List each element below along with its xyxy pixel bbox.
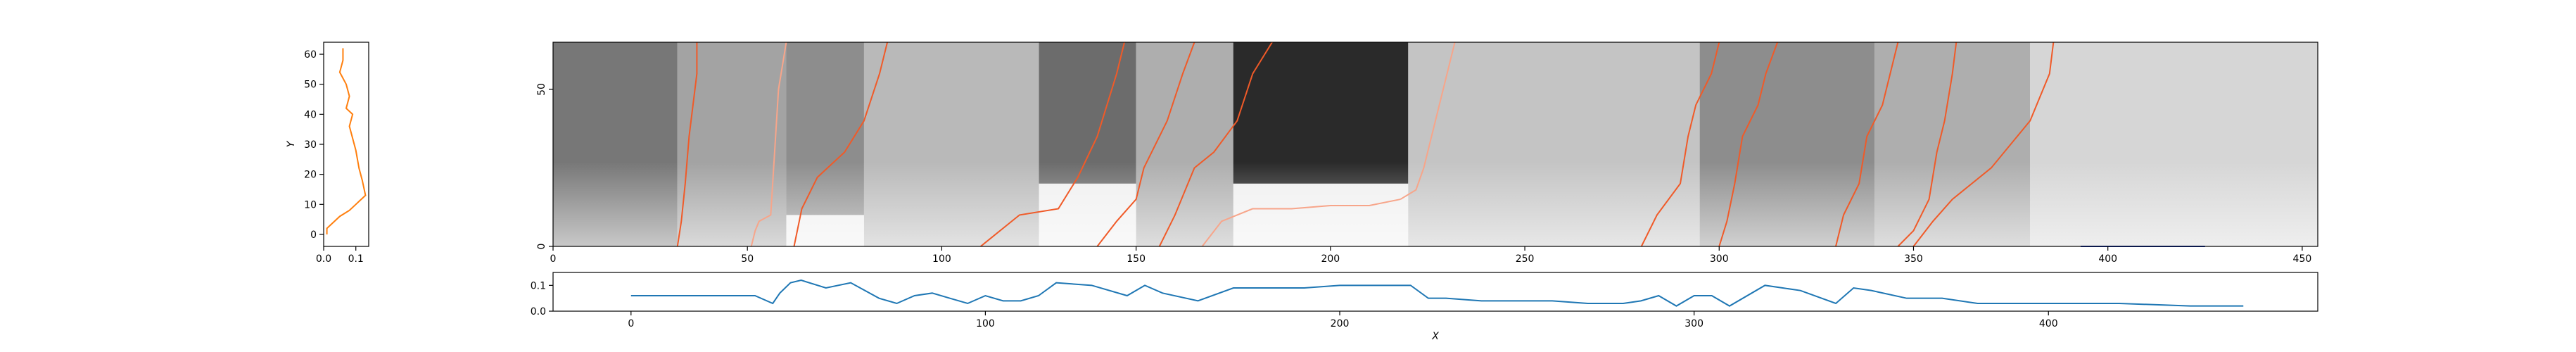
heatmap-x-tick-label: 350 [1904,253,1923,265]
left-profile-y-label: Y [286,140,297,147]
bottom-profile-x-ticks: 0 100 200 300 400 [628,311,2058,329]
heatmap-x-tick-label: 300 [1710,253,1729,265]
heatmap-bottom-fade [553,162,2318,246]
heatmap-path-line [750,42,787,246]
heatmap-x-tick-label: 450 [2293,253,2312,265]
bottom-x-tick-label: 400 [2039,318,2058,329]
heatmap-x-tick-label: 200 [1321,253,1340,265]
heatmap-x-tick-label: 400 [2098,253,2117,265]
left-profile-y-ticks: 0 10 20 30 40 50 60 [304,49,324,241]
left-x-tick-label: 0.0 [316,253,331,265]
heatmap-path-line [1640,42,1720,246]
heatmap-block [1039,42,1136,184]
heatmap-path-line [1201,199,1401,246]
heatmap-x-tick-label: 0 [550,253,557,265]
heatmap-y-tick-label: 50 [536,83,547,96]
bottom-profile-frame [552,272,2318,312]
bottom-x-tick-label: 300 [1684,318,1703,329]
heatmap-path-line [1718,42,1779,246]
bottom-x-tick-label: 100 [976,318,995,329]
left-y-tick-label: 30 [304,139,317,151]
heatmap-path-line [980,42,1126,246]
heatmap-panel: 0 50 100 150 200 250 300 350 400 450 0 50 [536,42,2318,265]
left-y-tick-label: 10 [304,199,317,210]
bottom-y-tick-label: 0.1 [531,280,546,291]
heatmap-block [1233,42,1409,184]
bottom-profile-y-ticks: 0.0 0.1 [531,280,553,318]
heatmap-path-line [1096,42,1195,246]
bottom-profile-x-label: X [1431,331,1439,342]
left-profile-frame [323,42,369,247]
left-profile-plot [326,48,367,234]
left-x-tick-label: 0.1 [348,253,364,265]
heatmap-path-line [676,42,698,246]
heatmap-path-line [1897,42,1958,246]
heatmap-y-ticks: 0 50 [536,83,553,249]
left-y-tick-label: 40 [304,109,317,120]
left-y-tick-label: 60 [304,49,317,61]
heatmap-paths [676,42,2055,246]
left-y-tick-label: 0 [310,230,317,241]
heatmap-path-line [793,42,889,246]
heatmap-x-tick-label: 250 [1516,253,1535,265]
left-y-tick-label: 20 [304,170,317,181]
bottom-y-tick-label: 0.0 [531,306,546,318]
heatmap-x-tick-label: 150 [1127,253,1146,265]
heatmap-path-line [1835,42,1899,246]
left-profile-line [326,48,367,234]
heatmap-frame [552,42,2318,247]
heatmap-x-tick-label: 50 [741,253,754,265]
left-profile-x-ticks: 0.0 0.1 [316,246,364,265]
bottom-profile-panel: 0 100 200 300 400 0.0 0.1 X [531,272,2318,342]
bottom-x-tick-label: 200 [1331,318,1350,329]
heatmap-x-tick-label: 100 [932,253,951,265]
left-y-tick-label: 50 [304,80,317,91]
left-profile-panel: 0.0 0.1 0 10 20 30 40 50 60 Y [286,42,369,265]
bottom-profile-plot [630,279,2244,307]
heatmap-path-line [1400,42,1456,200]
bottom-x-tick-label: 0 [628,318,634,329]
heatmap-path-line [1912,42,2055,246]
heatmap-x-ticks: 0 50 100 150 200 250 300 350 400 450 [550,246,2312,265]
heatmap-path-line [1158,42,1273,246]
bottom-profile-line [630,279,2244,307]
heatmap-y-tick-label: 0 [536,244,547,250]
